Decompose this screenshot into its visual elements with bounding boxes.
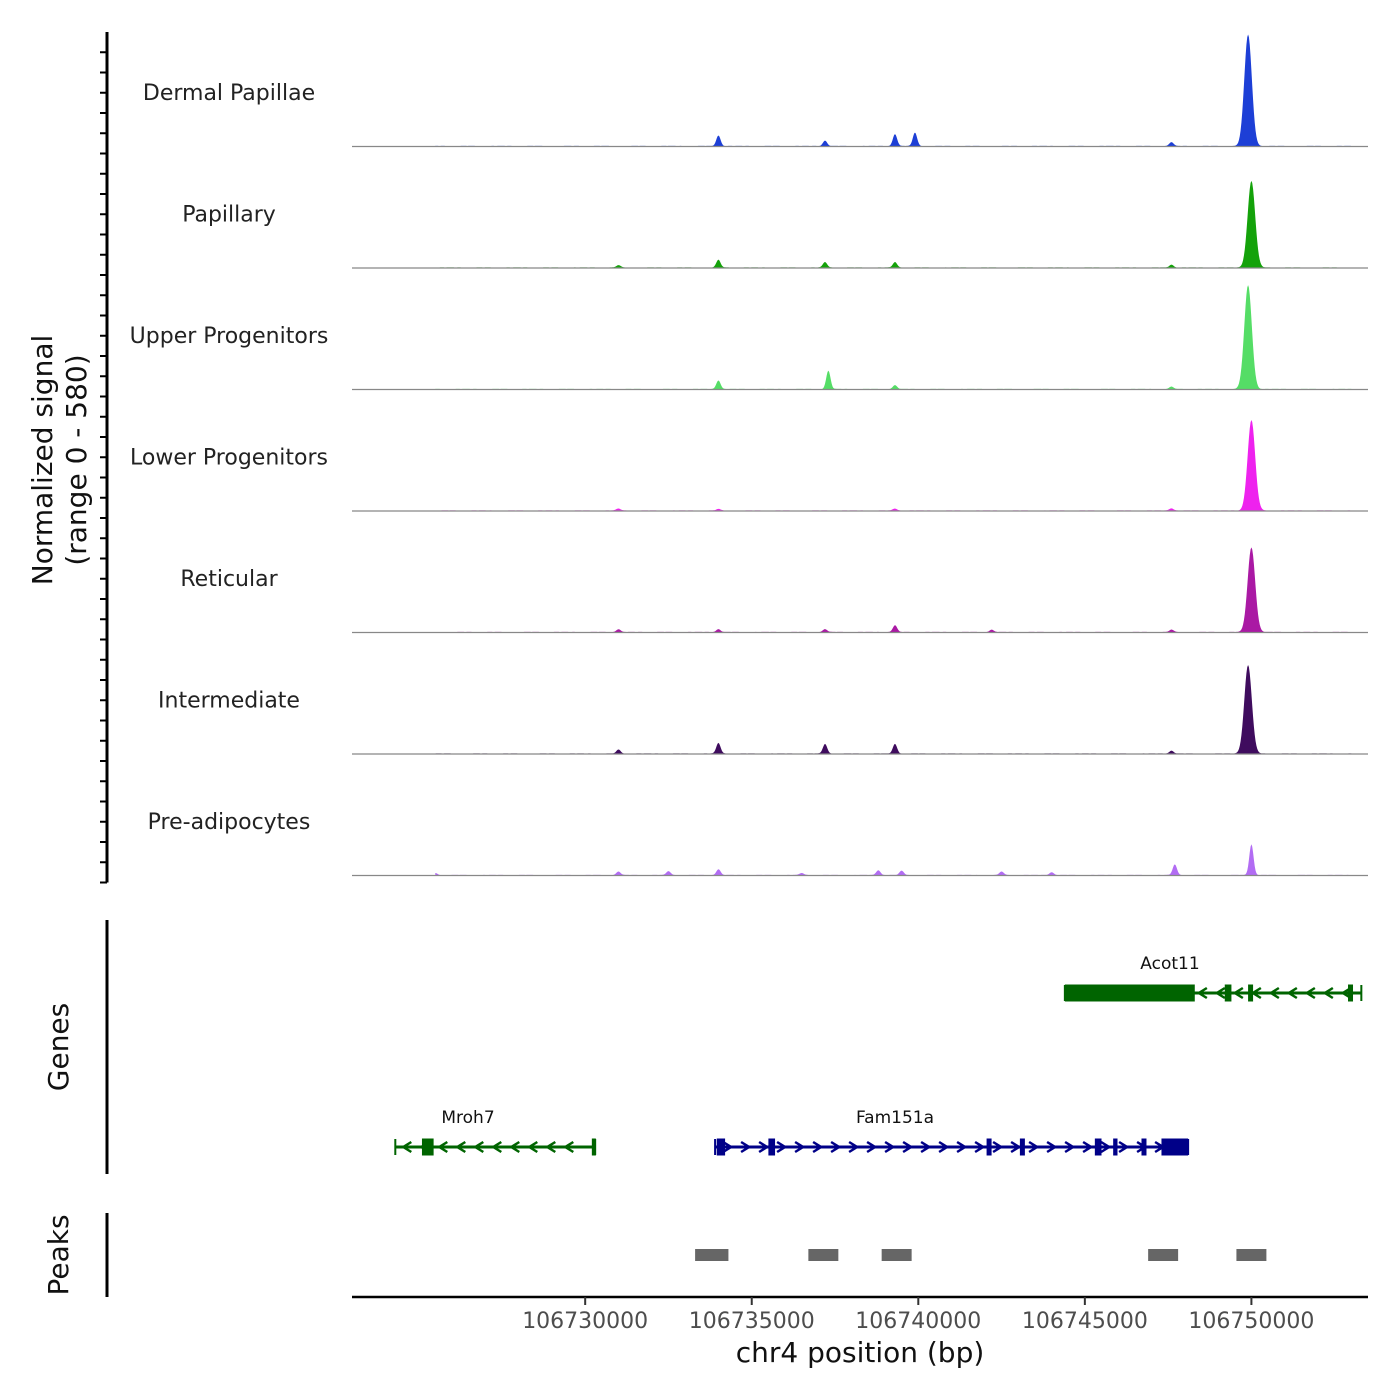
exon [986, 1138, 992, 1156]
peak-region [808, 1249, 839, 1261]
strand-arrow [848, 1140, 860, 1154]
strand-arrow [1286, 986, 1298, 1000]
strand-arrow [722, 1140, 734, 1154]
gene-label: Fam151a [856, 1108, 934, 1128]
exon [716, 1138, 726, 1156]
strand-arrow [1304, 986, 1316, 1000]
peak-region [1148, 1249, 1179, 1261]
strand-arrow [794, 1140, 806, 1154]
strand-arrow [400, 1140, 412, 1154]
strand-arrow [992, 1140, 1004, 1154]
exon [1161, 1138, 1189, 1156]
peak-region [881, 1249, 912, 1261]
strand-arrow [1268, 986, 1280, 1000]
strand-arrow [1196, 986, 1208, 1000]
track-label: Upper Progenitors [130, 324, 329, 349]
track-label: Dermal Papillae [143, 81, 315, 106]
exon [1094, 1138, 1102, 1156]
coverage-area-pre-adipocytes [435, 844, 1352, 876]
strand-arrow [776, 1140, 788, 1154]
peak-region [695, 1249, 729, 1261]
strand-arrow [1082, 1140, 1094, 1154]
x-tick-label: 106745000 [1022, 1309, 1148, 1334]
gene-track: Acot11 Mroh7 Fam151a [105, 920, 1363, 1174]
strand-arrow [454, 1140, 466, 1154]
exon [1113, 1138, 1118, 1156]
exon [1224, 984, 1232, 1002]
coverage-area-reticular [435, 547, 1352, 633]
x-tick-label: 106735000 [689, 1309, 815, 1334]
strand-arrow [884, 1140, 896, 1154]
exon [421, 1138, 434, 1156]
strand-arrow [830, 1140, 842, 1154]
strand-arrow [544, 1140, 556, 1154]
track-label: Reticular [180, 567, 278, 592]
strand-arrow [1028, 1140, 1040, 1154]
track-label: Papillary [182, 203, 276, 228]
genes-track-title: Genes [42, 1003, 75, 1091]
strand-arrow [1100, 1140, 1112, 1154]
track-label: Lower Progenitors [130, 446, 328, 471]
coverage-area-upper-progenitors [435, 285, 1352, 390]
coverage-area-papillary [435, 180, 1352, 268]
strand-arrow [472, 1140, 484, 1154]
peak-track [105, 1213, 1267, 1297]
x-tick-label: 106750000 [1188, 1309, 1314, 1334]
gene-mroh7: Mroh7 [394, 1108, 597, 1156]
strand-arrow [740, 1140, 752, 1154]
strand-arrow [1322, 986, 1334, 1000]
strand-arrow [1010, 1140, 1022, 1154]
strand-arrow [1046, 1140, 1058, 1154]
gene-acot11: Acot11 [1063, 954, 1363, 1002]
exon [1348, 984, 1354, 1002]
x-axis: 106730000 106735000 106740000 106745000 1067… [352, 1295, 1368, 1334]
track-label: Pre-adipocytes [148, 810, 311, 835]
y-axis-title-line2: (range 0 - 580) [60, 354, 93, 565]
gene-fam151a: Fam151a [714, 1108, 1190, 1156]
strand-arrow [508, 1140, 520, 1154]
strand-arrow [938, 1140, 950, 1154]
strand-arrow [1214, 986, 1226, 1000]
strand-arrow [436, 1140, 448, 1154]
track-label: Intermediate [158, 689, 300, 714]
strand-arrow [1064, 1140, 1076, 1154]
peaks-track-title: Peaks [42, 1214, 75, 1295]
exon [768, 1138, 776, 1156]
strand-arrow [1118, 1140, 1130, 1154]
exon [1141, 1138, 1147, 1156]
exon [1064, 984, 1195, 1002]
strand-arrow [974, 1140, 986, 1154]
exon [591, 1138, 596, 1156]
strand-arrow [902, 1140, 914, 1154]
exon [1019, 1138, 1025, 1156]
strand-arrow [956, 1140, 968, 1154]
strand-arrow [812, 1140, 824, 1154]
strand-arrow [920, 1140, 932, 1154]
x-axis-title: chr4 position (bp) [736, 1336, 985, 1369]
strand-arrow [1232, 986, 1244, 1000]
coverage-area-dermal-papillae [435, 34, 1352, 147]
strand-arrow [490, 1140, 502, 1154]
gene-label: Acot11 [1140, 954, 1199, 974]
coverage-tracks: Dermal Papillae Papillary Upper Progenitor… [100, 32, 1368, 884]
strand-arrow [562, 1140, 574, 1154]
x-tick-label: 106740000 [855, 1309, 981, 1334]
strand-arrow [866, 1140, 878, 1154]
x-tick-label: 106730000 [522, 1309, 648, 1334]
peak-region [1236, 1249, 1267, 1261]
coverage-area-intermediate [435, 664, 1352, 754]
strand-arrow [526, 1140, 538, 1154]
coverage-area-lower-progenitors [435, 420, 1352, 511]
exon [1248, 984, 1254, 1002]
y-axis-title-line1: Normalized signal [26, 335, 59, 586]
gene-label: Mroh7 [441, 1108, 494, 1128]
strand-arrow [758, 1140, 770, 1154]
